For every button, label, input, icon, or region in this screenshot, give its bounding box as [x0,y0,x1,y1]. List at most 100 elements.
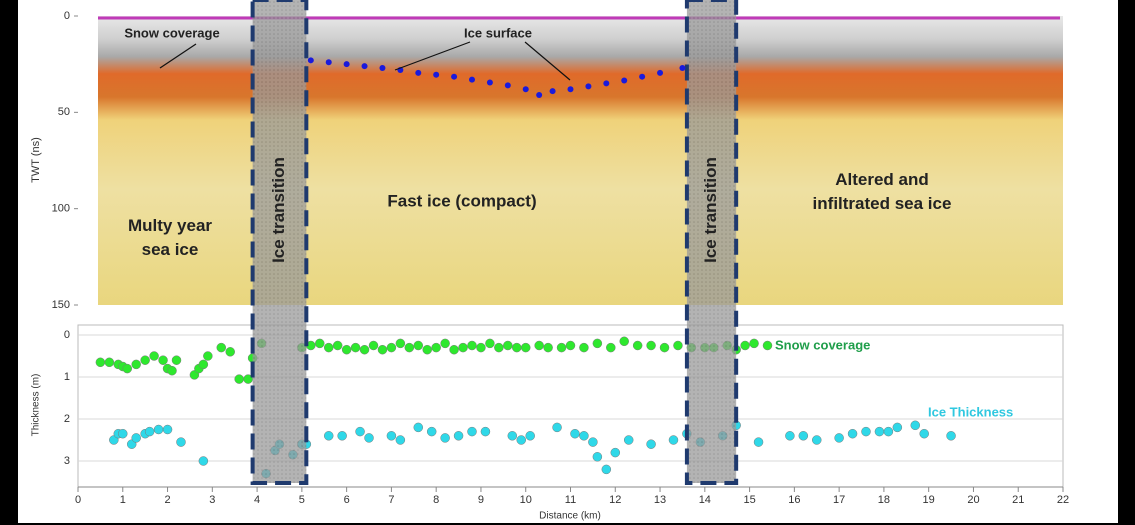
point [480,426,491,437]
point [919,428,929,439]
point [570,428,580,439]
arrow [394,41,471,71]
ice-surface-point [657,69,664,76]
point [158,355,168,365]
point [552,422,562,433]
ice-surface-point [307,57,314,64]
point [176,437,186,447]
point [753,437,764,447]
point [592,338,603,349]
point [610,447,621,458]
point [167,365,177,376]
x-tick-label: 11 [565,494,576,506]
point [234,374,244,384]
point [364,433,374,443]
ice-surface-point [379,65,386,72]
point [458,342,468,353]
y-tick-label: 0 [64,10,70,22]
point [395,338,406,349]
annotation-line: sea ice [142,240,199,259]
point [368,340,379,351]
point [198,359,209,370]
point [798,431,809,441]
y-tick-label: 1 [64,371,70,383]
ice-surface-point [549,88,556,95]
x-tick-label: 10 [520,494,532,506]
point [104,357,115,368]
arrow [159,43,197,69]
point [494,342,504,353]
point [140,355,150,365]
y-axis-label: Thickness (m) [31,374,42,437]
point [507,431,518,441]
point [520,342,531,353]
ice-surface-point [415,69,422,76]
point [892,422,903,433]
x-tick-label: 9 [478,494,484,506]
point [565,340,576,351]
x-tick-label: 17 [833,494,845,506]
point [118,428,128,439]
annotation: Snow coverage [124,25,219,40]
point [355,426,365,437]
ice-surface-point [621,77,628,84]
point [534,340,544,351]
point [386,342,397,353]
transition-label: Ice transition [269,157,288,263]
x-tick-label: 5 [299,494,305,506]
annotation-line: infiltrated sea ice [813,194,952,213]
x-tick-label: 0 [75,494,81,506]
x-tick-label: 4 [254,494,260,506]
point [503,340,513,351]
y-tick-label: 0 [64,329,70,341]
arrow [524,41,571,81]
annotation: Fast ice (compact) [387,191,536,210]
y-tick-label: 2 [64,413,70,425]
point [861,426,871,437]
annotation: Altered and infiltrated sea ice [813,170,952,213]
radargram-image [98,16,1063,305]
point [341,344,352,355]
y-tick-label: 50 [58,106,70,118]
point [386,431,397,441]
point [588,437,598,447]
point [332,340,343,351]
ice-surface-point [451,73,458,80]
ice-surface-point [603,80,610,87]
ice-surface-point [433,71,440,78]
point [144,426,155,437]
x-tick-label: 12 [609,494,621,506]
point [162,424,173,435]
y-tick-label: 3 [64,455,70,467]
point [449,344,459,355]
point [149,351,159,361]
x-tick-label: 14 [699,494,711,506]
point [315,338,325,349]
point [467,426,477,437]
ice-surface-point [536,91,543,98]
point [377,344,388,355]
point [440,433,450,443]
series-label: Ice surface [464,25,532,40]
point [785,431,795,441]
point [847,428,858,439]
point [623,435,634,445]
point [413,422,424,433]
ice-surface-point [585,83,592,90]
point [203,351,213,361]
ice-surface-point [469,76,475,83]
x-tick-label: 18 [878,494,890,506]
x-tick-label: 15 [743,494,755,506]
lower-plot-area [77,324,1064,488]
ice-surface-point [522,86,529,93]
x-tick-label: 2 [164,494,170,506]
point [323,431,334,441]
y-tick-label: 100 [52,203,70,215]
point [516,435,526,445]
point [350,342,361,353]
point [153,424,164,435]
point [131,433,141,443]
x-tick-label: 1 [120,494,126,506]
y-axis-label: TWT (ns) [30,137,42,183]
x-tick-label: 16 [788,494,800,506]
